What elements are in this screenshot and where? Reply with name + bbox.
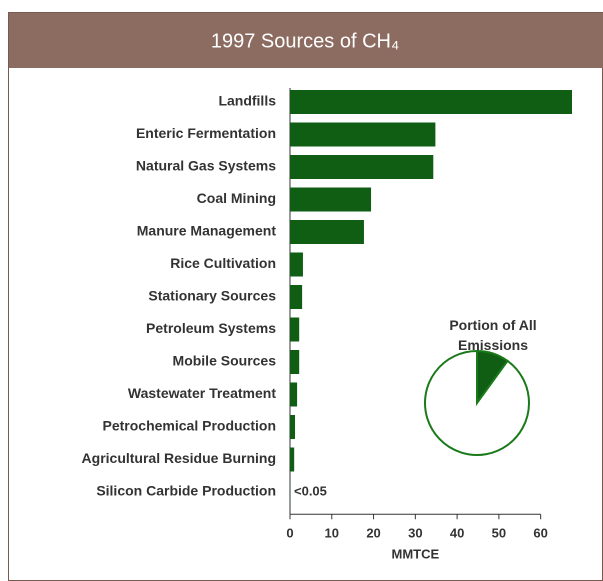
category-label: Landfills	[218, 93, 276, 109]
bar	[290, 447, 295, 472]
header	[9, 13, 603, 68]
pie-slice	[424, 349, 530, 456]
x-tick-label: 40	[450, 526, 464, 541]
category-label: Stationary Sources	[148, 288, 276, 304]
x-tick-label: 30	[408, 526, 422, 541]
category-label: Coal Mining	[197, 190, 276, 206]
bar	[290, 90, 572, 114]
category-label: Agricultural Residue Burning	[82, 450, 276, 466]
category-label: Rice Cultivation	[170, 255, 276, 271]
bar	[290, 285, 303, 309]
chart-title: 1997 Sources of CH₄	[211, 30, 399, 52]
category-label: Petroleum Systems	[146, 320, 276, 336]
category-label: Silicon Carbide Production	[96, 483, 276, 499]
value-label: <0.05	[294, 483, 327, 498]
bar	[290, 350, 300, 374]
bar	[290, 122, 436, 147]
bar	[290, 252, 303, 277]
bar	[290, 382, 298, 407]
category-label: Natural Gas Systems	[136, 158, 276, 174]
category-label: Mobile Sources	[173, 353, 277, 369]
x-tick-label: 0	[286, 526, 293, 541]
x-tick-label: 60	[533, 526, 547, 541]
bar	[290, 187, 372, 212]
pie-title: Portion of All Emissions	[449, 317, 536, 353]
x-tick-label: 20	[366, 526, 380, 541]
bar	[290, 220, 364, 244]
x-axis-label: MMTCE	[391, 547, 439, 562]
bar	[290, 155, 434, 179]
x-tick-label: 10	[325, 526, 339, 541]
category-label: Manure Management	[137, 223, 277, 239]
bar	[290, 317, 300, 342]
bar	[290, 415, 296, 439]
x-tick-label: 50	[492, 526, 506, 541]
category-label: Enteric Fermentation	[136, 125, 276, 141]
category-label: Petrochemical Production	[103, 418, 276, 434]
category-label: Wastewater Treatment	[128, 385, 276, 401]
